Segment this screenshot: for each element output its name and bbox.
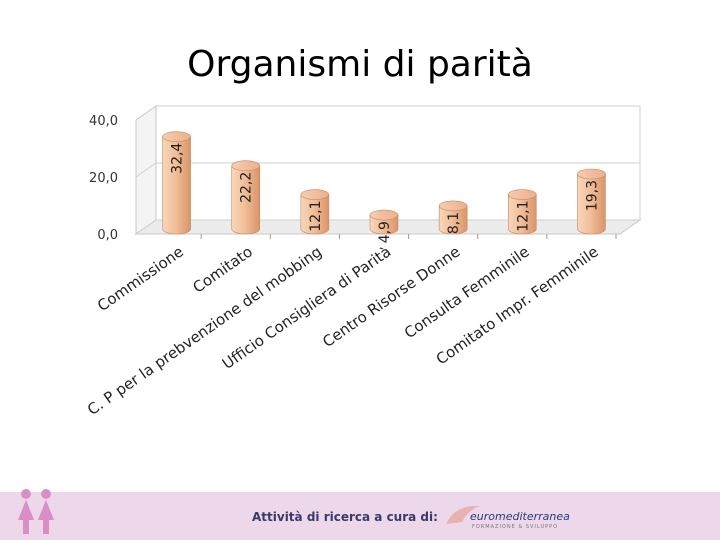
bar-top [577, 168, 606, 180]
bar-value-label: 19,3 [584, 180, 600, 211]
bar-top [300, 189, 330, 200]
bar-body [300, 194, 330, 235]
bar-body [369, 214, 399, 235]
bar-value-label: 32,4 [170, 143, 186, 174]
bar-top [369, 209, 399, 221]
bar [577, 168, 606, 235]
gridline [135, 219, 640, 235]
women-icon [18, 489, 54, 534]
logo-icon [446, 505, 480, 524]
bar-top [438, 200, 468, 212]
bar-top [507, 189, 537, 200]
bar-body [162, 136, 191, 235]
category-label: Comitato [190, 243, 256, 297]
category-label: Consulta Femminile [401, 243, 533, 343]
logo-subtitle: FORMAZIONE & SVILUPPO [472, 524, 559, 530]
bar-value-label: 8,1 [446, 212, 462, 234]
slide-title: Organismi di parità [187, 44, 533, 85]
bar-top [231, 160, 261, 172]
bar [300, 189, 330, 235]
bar-chart: 0,0 20,0 40,0 32,4 Commissione 22,2 Comitato 12… [84, 105, 642, 419]
bar-body [577, 173, 606, 235]
bar-value-label: 12,1 [515, 201, 531, 232]
bar [507, 189, 537, 235]
bar [231, 160, 261, 235]
bar-top [162, 131, 191, 142]
footer-text: Attività di ricerca a cura di: [252, 510, 438, 524]
bar [438, 200, 468, 235]
logo-text: euromediterranea [470, 510, 570, 523]
bar-value-label: 12,1 [308, 201, 324, 232]
gridline [135, 105, 640, 121]
bar-value-label: 22,2 [239, 172, 255, 203]
gridline [135, 162, 640, 178]
bar [369, 209, 399, 235]
bar-body [438, 205, 468, 235]
bar [162, 131, 191, 235]
footer-band [0, 492, 720, 540]
category-label: Commissione [94, 243, 187, 316]
bar-value-label: 4,9 [377, 221, 393, 243]
bar-body [231, 165, 261, 235]
y-tick-label: 40,0 [89, 114, 118, 129]
bar-body [507, 194, 537, 235]
y-tick-label: 20,0 [89, 171, 118, 186]
y-tick-label: 0,0 [97, 228, 118, 243]
